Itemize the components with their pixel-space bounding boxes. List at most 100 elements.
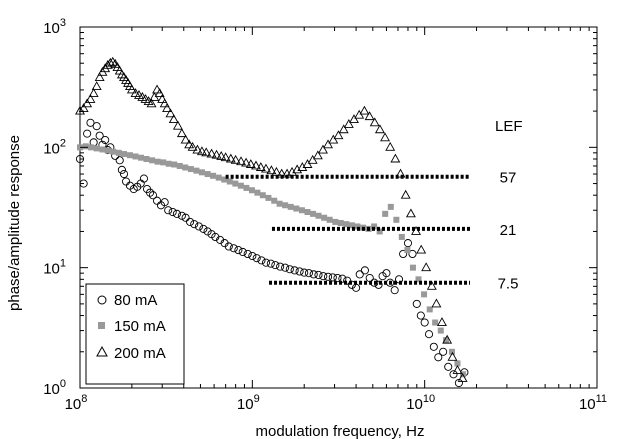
data-point bbox=[376, 228, 383, 235]
data-point bbox=[374, 280, 383, 289]
data-point bbox=[154, 158, 161, 165]
data-point bbox=[261, 258, 271, 267]
series-200ma bbox=[75, 56, 468, 382]
legend-label-80ma: 80 mA bbox=[114, 292, 157, 309]
data-point bbox=[224, 242, 233, 251]
data-point bbox=[241, 157, 252, 167]
data-point bbox=[355, 270, 364, 279]
data-point bbox=[432, 319, 439, 326]
data-point bbox=[187, 166, 194, 173]
data-point bbox=[120, 151, 127, 158]
y-tick-label: 103 bbox=[43, 17, 66, 37]
data-point bbox=[304, 269, 313, 278]
data-point bbox=[304, 209, 311, 216]
data-point bbox=[115, 149, 122, 156]
data-point bbox=[164, 206, 173, 215]
data-point bbox=[255, 162, 266, 171]
y-tick-label: 100 bbox=[43, 378, 66, 398]
data-point bbox=[82, 143, 89, 150]
data-point bbox=[119, 169, 129, 179]
x-tick-label: 1011 bbox=[579, 393, 607, 413]
y-tick-label: 101 bbox=[43, 258, 66, 278]
legend-label-200ma: 200 mA bbox=[114, 345, 166, 362]
data-point bbox=[394, 275, 404, 284]
data-point bbox=[424, 330, 434, 339]
data-point bbox=[338, 274, 347, 283]
data-point bbox=[390, 286, 399, 295]
data-point bbox=[85, 94, 96, 103]
data-point bbox=[318, 144, 328, 154]
data-point bbox=[416, 244, 427, 254]
data-point bbox=[176, 128, 187, 138]
data-point bbox=[307, 154, 318, 164]
data-point bbox=[82, 98, 93, 108]
data-point bbox=[300, 268, 309, 277]
legend: 80 mA 150 mA 200 mA bbox=[85, 283, 185, 385]
data-point bbox=[101, 135, 110, 145]
y-axis-title: phase/amplitude response bbox=[6, 135, 23, 311]
data-point bbox=[117, 165, 126, 174]
legend-marker-200ma bbox=[96, 345, 108, 357]
data-point bbox=[415, 276, 422, 283]
data-point bbox=[364, 111, 375, 121]
data-point bbox=[221, 176, 228, 183]
lef-reference-lines: 57 21 7.5 bbox=[225, 170, 519, 293]
data-point bbox=[354, 223, 361, 230]
data-point bbox=[237, 182, 244, 189]
data-point bbox=[310, 210, 317, 217]
data-point bbox=[359, 105, 370, 115]
data-point bbox=[257, 256, 266, 265]
data-point bbox=[400, 189, 411, 199]
data-point bbox=[94, 72, 105, 82]
data-point bbox=[385, 141, 396, 151]
data-point bbox=[360, 266, 369, 275]
data-point bbox=[226, 178, 233, 185]
plot-frame bbox=[79, 26, 598, 389]
data-point bbox=[243, 184, 250, 191]
data-point bbox=[333, 130, 344, 140]
data-point bbox=[172, 120, 183, 130]
data-point bbox=[210, 172, 217, 179]
data-point bbox=[332, 218, 339, 225]
data-point bbox=[126, 84, 137, 94]
data-point bbox=[116, 69, 127, 79]
plot-area bbox=[79, 26, 598, 389]
data-point bbox=[297, 162, 308, 171]
data-point bbox=[328, 134, 339, 144]
data-point bbox=[382, 269, 391, 278]
data-point bbox=[248, 187, 255, 194]
data-point bbox=[434, 353, 443, 362]
data-point bbox=[238, 247, 247, 257]
data-point bbox=[187, 141, 198, 151]
data-point bbox=[314, 270, 323, 279]
lef-value-label: 7.5 bbox=[498, 276, 519, 293]
data-point bbox=[285, 265, 294, 274]
data-point bbox=[75, 105, 85, 115]
data-point bbox=[328, 273, 337, 282]
data-point bbox=[107, 56, 118, 66]
data-point bbox=[201, 147, 212, 157]
data-point bbox=[444, 362, 453, 371]
data-point bbox=[143, 155, 150, 162]
legend-item-80ma: 80 mA bbox=[97, 292, 157, 309]
data-point bbox=[282, 202, 289, 209]
data-point bbox=[215, 174, 222, 181]
data-point bbox=[333, 273, 342, 283]
data-point bbox=[245, 159, 256, 168]
data-point bbox=[287, 203, 294, 210]
data-point bbox=[416, 311, 425, 320]
data-point bbox=[374, 124, 385, 134]
data-point bbox=[309, 270, 318, 279]
data-point bbox=[449, 370, 458, 379]
data-point bbox=[276, 200, 283, 207]
data-point bbox=[159, 98, 170, 108]
data-point bbox=[439, 347, 448, 356]
data-point bbox=[176, 162, 183, 169]
data-point bbox=[225, 153, 236, 163]
data-point bbox=[437, 327, 444, 334]
data-point bbox=[429, 342, 438, 351]
data-point bbox=[160, 198, 169, 207]
data-point bbox=[199, 224, 208, 233]
data-point bbox=[315, 212, 322, 219]
data-point bbox=[132, 153, 139, 160]
